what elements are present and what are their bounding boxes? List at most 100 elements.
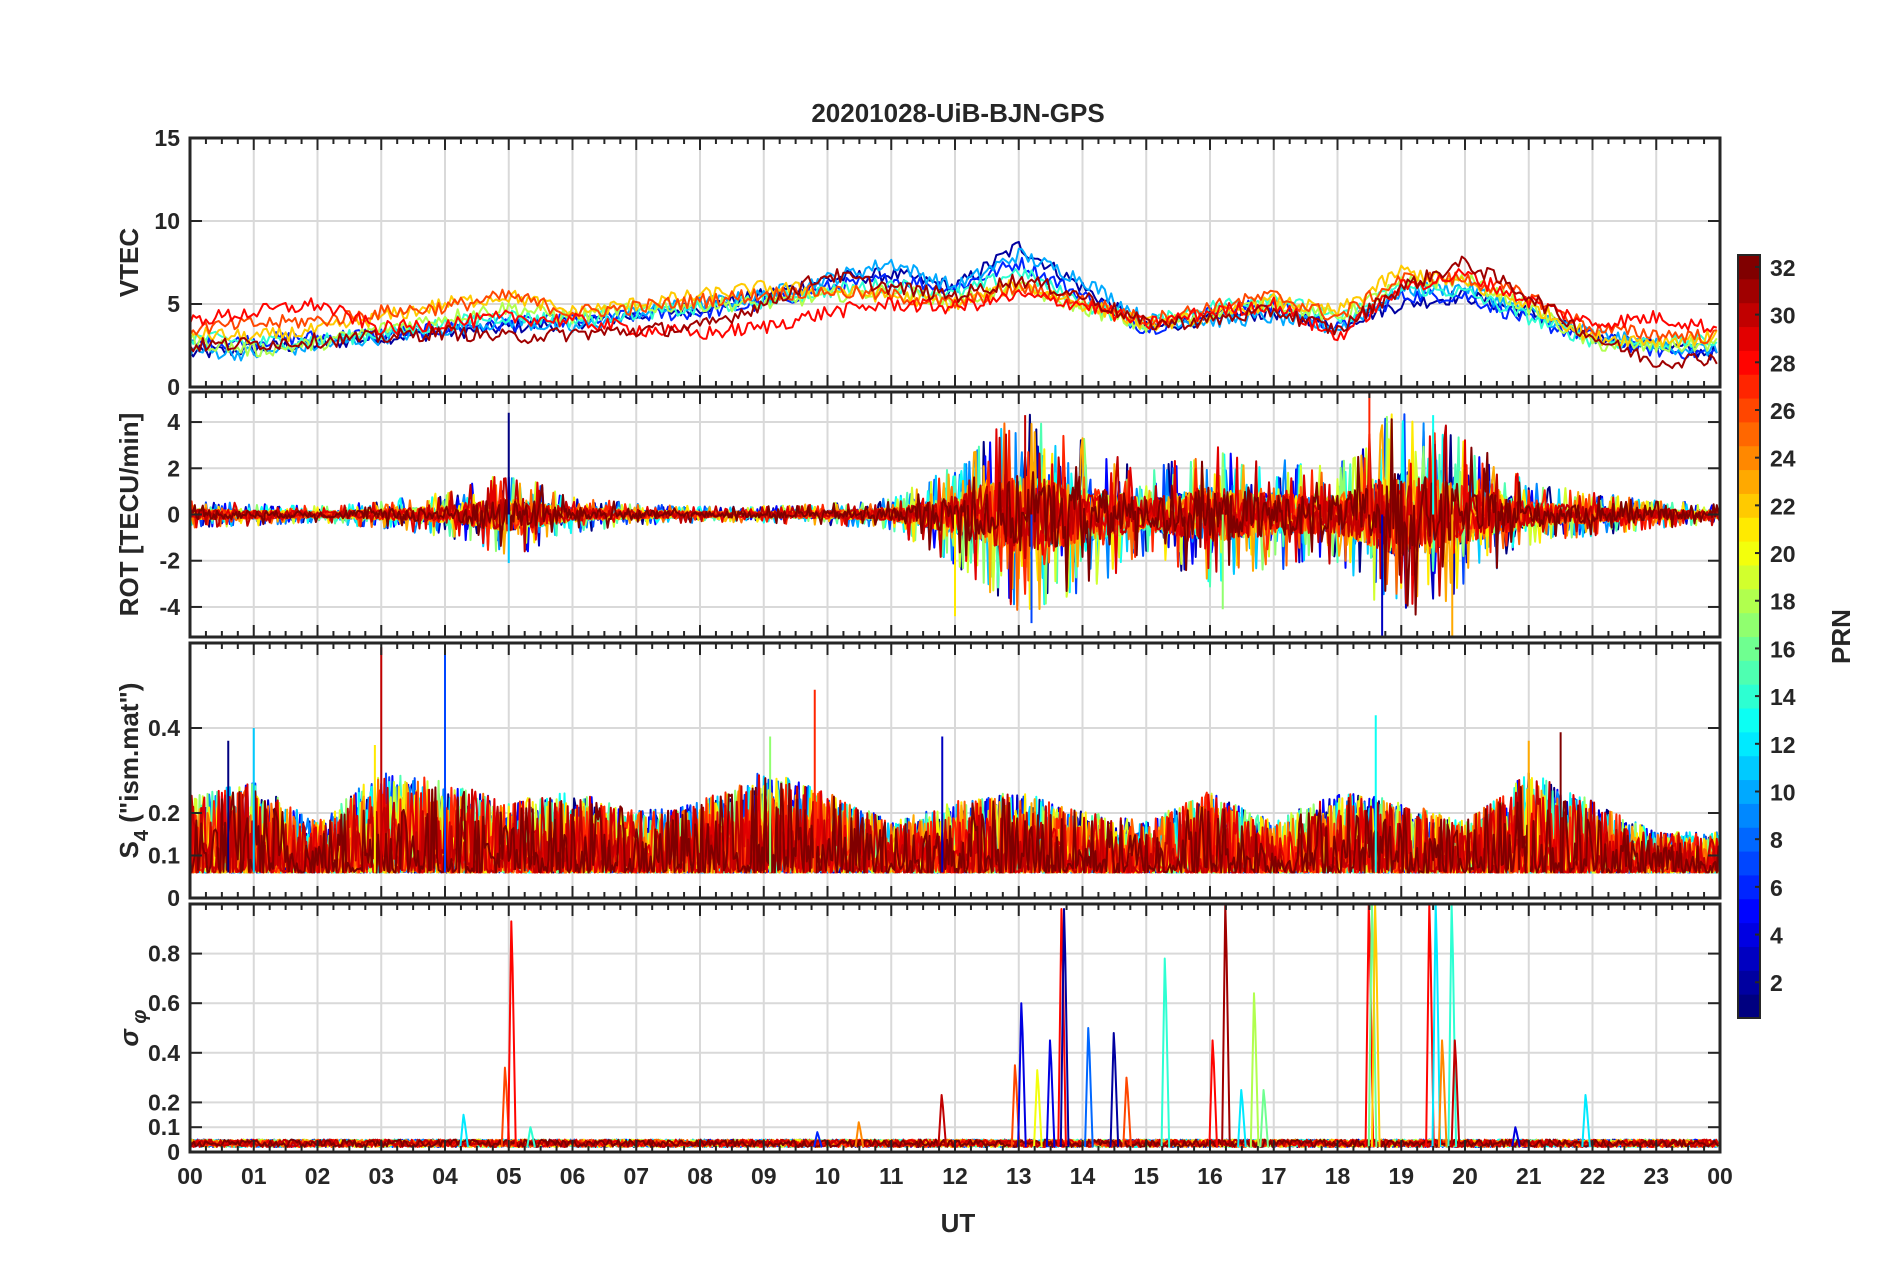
colorbar-segment <box>1738 851 1760 876</box>
spike-prn-4 <box>1017 1002 1027 1148</box>
colorbar-segment <box>1738 922 1760 947</box>
y-tick-label: 0.6 <box>148 990 180 1016</box>
colorbar-tick-label: 12 <box>1770 732 1796 758</box>
colorbar-segment <box>1738 803 1760 828</box>
x-tick-label: 05 <box>496 1163 522 1189</box>
spike-prn-31 <box>1221 904 1231 1148</box>
colorbar-segment <box>1738 469 1760 494</box>
spike-prn-6 <box>813 1131 823 1148</box>
colorbar-segment <box>1738 278 1760 304</box>
colorbar-segment <box>1738 946 1760 971</box>
x-tick-label: 15 <box>1133 1163 1159 1189</box>
plot-frame-sigma_phi <box>188 902 1722 1154</box>
colorbar-segment <box>1738 564 1760 590</box>
y-tick-label: 0.8 <box>148 941 180 967</box>
series-S4 <box>190 647 1720 874</box>
y-tick-label: -4 <box>160 594 181 620</box>
colorbar-segment <box>1738 255 1760 280</box>
spike-prn-2 <box>1059 907 1070 1148</box>
colorbar-segment <box>1738 517 1760 542</box>
y-tick-label: 0.4 <box>148 1040 180 1066</box>
colorbar-segment <box>1738 493 1760 518</box>
colorbar-tick-label: 26 <box>1770 398 1796 424</box>
x-tick-label: 11 <box>879 1163 904 1189</box>
y-tick-label: 4 <box>167 409 180 435</box>
spike-prn-16 <box>1367 904 1378 1148</box>
colorbar-tick-label: 8 <box>1770 827 1783 853</box>
spike-prn-8 <box>1084 1027 1094 1148</box>
colorbar-segment <box>1738 398 1760 423</box>
colorbar-tick-label: 30 <box>1770 303 1796 329</box>
panel-sigma_phi: 00.10.2 0.4 0.6 0.8 σ φ <box>114 902 1722 1165</box>
spike-prn-4 <box>1045 1039 1056 1148</box>
x-tick-label: 16 <box>1197 1163 1223 1189</box>
x-tick-label: 14 <box>1070 1163 1096 1189</box>
colorbar-segment <box>1738 588 1760 614</box>
x-tick-label: 22 <box>1580 1163 1606 1189</box>
x-tick-label: 17 <box>1261 1163 1287 1189</box>
colorbar-segment <box>1738 374 1760 399</box>
spike-prn-26 <box>1010 1064 1021 1148</box>
spike-prn-12 <box>1237 1089 1247 1148</box>
y-tick-label: 0 <box>167 502 180 528</box>
colorbar-segment <box>1738 302 1760 328</box>
colorbar-tick-label: 18 <box>1770 589 1796 615</box>
plot-frame-S4 <box>188 641 1722 900</box>
y-tick-label: 0.2 <box>148 800 180 826</box>
y-axis-title-sigma_phi: σ φ <box>114 1010 151 1047</box>
series-VTEC <box>190 240 1718 370</box>
spike-prn-12 <box>1581 1093 1591 1148</box>
vtec-series-prn-28 <box>190 268 1718 342</box>
colorbar-segment <box>1738 731 1760 757</box>
colorbar-tick-label: 24 <box>1770 446 1796 472</box>
y-tick-label: 0.4 <box>148 715 180 741</box>
y-tick-label: 0.1 <box>148 1114 180 1140</box>
colorbar-segment <box>1738 326 1760 351</box>
spike-prn-14 <box>1160 957 1171 1148</box>
spike-prn-2 <box>1109 1031 1120 1148</box>
colorbar-segment <box>1738 994 1760 1019</box>
x-tick-label: 23 <box>1643 1163 1669 1189</box>
y-axis-title-ROT: ROT [TECU/min] <box>114 413 144 617</box>
x-axis-tick-labels: 00 01 02 03 04 05 06 07 08 09 10 11 12 13 14 15 16 17 18 19… <box>177 1163 1733 1189</box>
y-tick-label: 2 <box>167 455 180 481</box>
x-tick-label: 08 <box>687 1163 713 1189</box>
series-prn-32 <box>190 418 1720 616</box>
x-tick-label: 13 <box>1006 1163 1032 1189</box>
colorbar-segment <box>1738 708 1760 733</box>
colorbar-tick-label: 2 <box>1770 970 1783 996</box>
spike-prn-28 <box>1208 1039 1219 1148</box>
x-tick-label: 20 <box>1452 1163 1478 1189</box>
colorbar-segment <box>1738 684 1760 709</box>
y-tick-label: 5 <box>167 291 180 317</box>
x-tick-label: 19 <box>1388 1163 1414 1189</box>
x-tick-label: 04 <box>432 1163 458 1189</box>
spike-prn-28 <box>1425 904 1435 1148</box>
x-tick-label: 06 <box>560 1163 586 1189</box>
y-tick-label: 0 <box>167 374 180 400</box>
spike-prn-16 <box>1259 1089 1270 1148</box>
colorbar-segment <box>1738 636 1760 661</box>
x-tick-label: 03 <box>368 1163 394 1189</box>
x-tick-label: 00 <box>177 1163 203 1189</box>
panel-S4: 0 0.1 0.2 0.4S4 ("ism.mat") <box>114 641 1722 911</box>
spike-prn-22 <box>1370 904 1381 1148</box>
x-tick-label: 12 <box>942 1163 968 1189</box>
colorbar-tick-label: 22 <box>1770 493 1796 519</box>
x-tick-label: 02 <box>305 1163 331 1189</box>
spike-prn-24 <box>1437 1039 1448 1148</box>
spike-prn-30 <box>937 1093 948 1148</box>
colorbar-label: PRN <box>1826 609 1856 664</box>
colorbar-tick-label: 32 <box>1770 255 1796 281</box>
colorbar-segment <box>1738 541 1760 566</box>
plot-frame-ROT <box>188 390 1722 639</box>
colorbar-tick-label: 20 <box>1770 541 1796 567</box>
vtec-series-prn-22 <box>190 264 1718 348</box>
y-axis-title-S4: S4 ("ism.mat") <box>114 683 153 859</box>
x-axis-title: UT <box>941 1208 976 1238</box>
colorbar-segment <box>1738 874 1760 900</box>
spike-prn-18 <box>1249 992 1260 1148</box>
colorbar-segment <box>1738 970 1760 995</box>
x-tick-label: 21 <box>1516 1163 1542 1189</box>
